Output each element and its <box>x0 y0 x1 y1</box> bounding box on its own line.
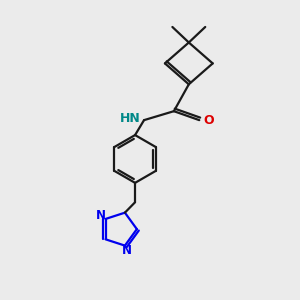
Text: N: N <box>96 209 106 222</box>
Text: HN: HN <box>120 112 141 125</box>
Text: O: O <box>203 114 214 127</box>
Text: N: N <box>122 244 132 257</box>
